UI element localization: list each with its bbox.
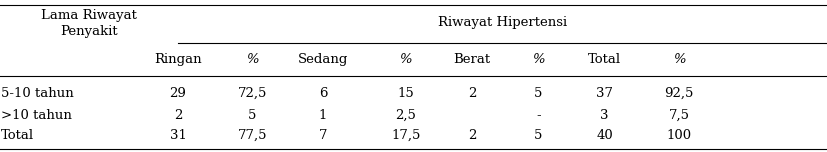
Text: 2: 2 xyxy=(174,109,182,122)
Text: 77,5: 77,5 xyxy=(237,129,267,142)
Text: Riwayat Hipertensi: Riwayat Hipertensi xyxy=(438,16,566,29)
Text: 2: 2 xyxy=(467,87,476,100)
Text: 5-10 tahun: 5-10 tahun xyxy=(1,87,74,100)
Text: 7,5: 7,5 xyxy=(667,109,689,122)
Text: %: % xyxy=(531,53,544,66)
Text: Sedang: Sedang xyxy=(298,53,347,66)
Text: Total: Total xyxy=(587,53,620,66)
Text: >10 tahun: >10 tahun xyxy=(1,109,72,122)
Text: 3: 3 xyxy=(600,109,608,122)
Text: %: % xyxy=(399,53,412,66)
Text: 31: 31 xyxy=(170,129,186,142)
Text: 15: 15 xyxy=(397,87,414,100)
Text: 5: 5 xyxy=(248,109,256,122)
Text: 17,5: 17,5 xyxy=(390,129,420,142)
Text: %: % xyxy=(672,53,685,66)
Text: 37: 37 xyxy=(595,87,612,100)
Text: 1: 1 xyxy=(318,109,327,122)
Text: 72,5: 72,5 xyxy=(237,87,267,100)
Text: 92,5: 92,5 xyxy=(663,87,693,100)
Text: 7: 7 xyxy=(318,129,327,142)
Text: 29: 29 xyxy=(170,87,186,100)
Text: 5: 5 xyxy=(533,87,542,100)
Text: Berat: Berat xyxy=(453,53,490,66)
Text: 2,5: 2,5 xyxy=(394,109,416,122)
Text: 100: 100 xyxy=(666,129,691,142)
Text: Total: Total xyxy=(1,129,34,142)
Text: Lama Riwayat
Penyakit: Lama Riwayat Penyakit xyxy=(41,9,136,38)
Text: 2: 2 xyxy=(467,129,476,142)
Text: 6: 6 xyxy=(318,87,327,100)
Text: 40: 40 xyxy=(595,129,612,142)
Text: %: % xyxy=(246,53,259,66)
Text: -: - xyxy=(535,109,540,122)
Text: Ringan: Ringan xyxy=(154,53,202,66)
Text: 5: 5 xyxy=(533,129,542,142)
